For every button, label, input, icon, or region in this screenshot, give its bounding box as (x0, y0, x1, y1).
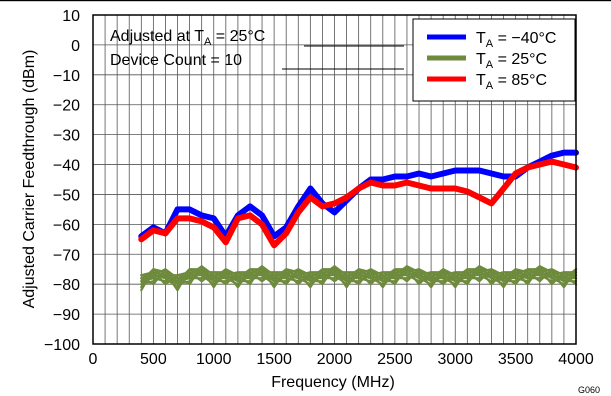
legend-label: TA = −40°C (476, 30, 556, 50)
legend-label: TA = 25°C (476, 51, 547, 71)
y-tick-label: −80 (53, 277, 80, 294)
y-tick-label: −50 (53, 187, 80, 204)
y-tick-label: −40 (53, 158, 80, 175)
x-tick-label: 3500 (498, 351, 534, 368)
series-line (140, 265, 578, 289)
annotation-line-1-suffix: = 25°C (211, 28, 265, 45)
y-tick-labels: 10 0 −10 −20 −30 −40 −50 −60 −70 −80 −90 −100 (44, 8, 80, 354)
series-layer (138, 149, 579, 292)
series-line (140, 265, 578, 289)
y-tick-label: 0 (71, 38, 80, 55)
series-line (140, 268, 578, 289)
legend-label-prefix: T (476, 51, 486, 68)
legend-label-sub: A (486, 38, 494, 50)
y-tick-label: −70 (53, 247, 80, 264)
series-line (140, 265, 578, 289)
legend-label-suffix: = 25°C (493, 51, 547, 68)
annotation-line-1-prefix: Adjusted at T (110, 28, 204, 45)
plot-frame (92, 14, 577, 345)
y-tick-label: −60 (53, 217, 80, 234)
legend-entries: TA = −40°CTA = 25°CTA = 85°C (427, 30, 556, 92)
annotation-box: Adjusted at TA = 25°C Device Count = 10 (110, 28, 404, 70)
y-tick-label: 10 (62, 8, 80, 25)
legend-label-prefix: T (476, 72, 486, 89)
annotation-line-1: Adjusted at TA = 25°C (110, 28, 265, 48)
annotation-line-2: Device Count = 10 (110, 52, 242, 69)
y-tick-label: −20 (53, 98, 80, 115)
y-tick-label: −10 (53, 68, 80, 85)
top-border-line (0, 0, 611, 2)
legend-label: TA = 85°C (476, 72, 547, 92)
x-tick-label: 3000 (437, 351, 473, 368)
legend-label-suffix: = −40°C (493, 30, 556, 47)
legend-label-sub: A (486, 59, 494, 71)
grid (93, 15, 576, 344)
legend-label-prefix: T (476, 30, 486, 47)
x-tick-label: 2500 (377, 351, 413, 368)
x-tick-label: 2000 (317, 351, 353, 368)
x-tick-label: 500 (140, 351, 167, 368)
series-3 (138, 158, 579, 249)
y-tick-label: −90 (53, 307, 80, 324)
y-tick-label: −100 (44, 337, 80, 354)
x-axis-label: Frequency (MHz) (271, 374, 395, 391)
series-line (140, 265, 578, 286)
x-tick-label: 1000 (196, 351, 232, 368)
figure-code: G060 (578, 385, 600, 395)
series-2 (140, 265, 578, 292)
series-line (138, 158, 579, 249)
x-tick-label: 4000 (558, 351, 594, 368)
legend-label-sub: A (486, 80, 494, 92)
legend-label-suffix: = 85°C (493, 72, 547, 89)
annotation-line-1-sub: A (204, 36, 212, 48)
x-tick-label: 0 (89, 351, 98, 368)
legend: TA = −40°CTA = 25°CTA = 85°C (412, 18, 576, 102)
y-tick-label: −30 (53, 128, 80, 145)
x-tick-label: 1500 (256, 351, 292, 368)
y-axis-label: Adjusted Carrier Feedthrough (dBm) (21, 50, 38, 309)
x-tick-labels: 0 500 1000 1500 2000 2500 3000 3500 4000 (89, 351, 594, 368)
